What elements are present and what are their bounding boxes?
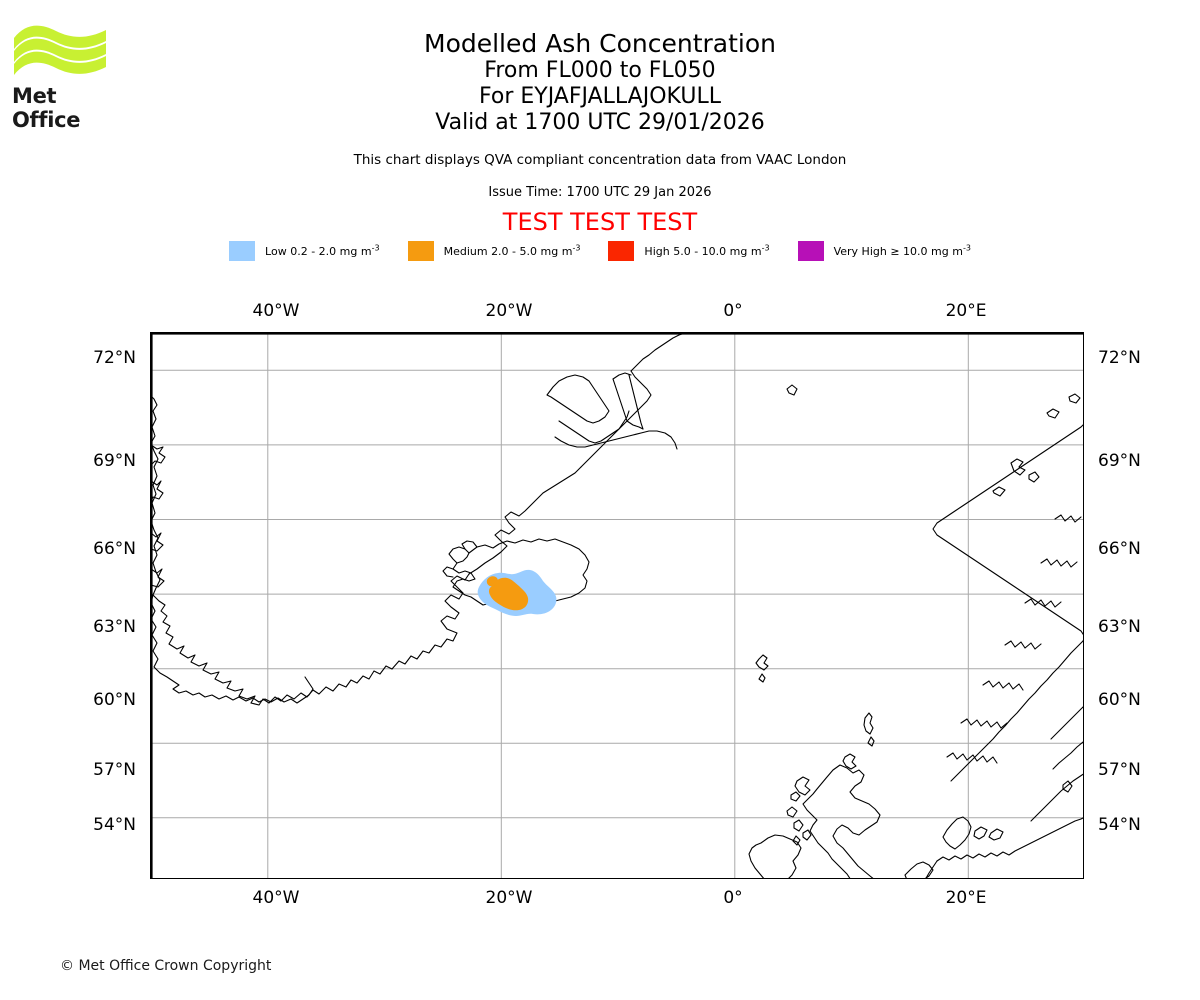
lat-label-right-6: 54°N	[1098, 815, 1141, 835]
lon-label-bottom-0: 40°W	[252, 888, 300, 908]
lat-label-right-4: 60°N	[1098, 690, 1141, 710]
lat-label-right-5: 57°N	[1098, 760, 1141, 780]
lat-label-left-3: 63°N	[93, 617, 136, 637]
lon-label-top-0: 40°W	[252, 301, 300, 321]
map-plot-area	[150, 332, 1084, 879]
legend-item-very-high: Very High ≥ 10.0 mg m-3	[797, 241, 971, 261]
legend-label-very-high: Very High ≥ 10.0 mg m-3	[833, 242, 971, 258]
page-title: Modelled Ash Concentration	[424, 29, 776, 58]
qva-note: This chart displays QVA compliant concen…	[353, 152, 847, 168]
lon-label-bottom-2: 0°	[723, 888, 743, 908]
lat-label-left-4: 60°N	[93, 690, 136, 710]
lon-label-bottom-1: 20°W	[485, 888, 533, 908]
flight-level-subtitle: From FL000 to FL050	[484, 58, 716, 83]
legend-item-low: Low 0.2 - 2.0 mg m-3	[229, 241, 380, 261]
legend-swatch-low	[229, 241, 256, 261]
legend-label-high: High 5.0 - 10.0 mg m-3	[644, 242, 770, 258]
lat-label-right-1: 69°N	[1098, 451, 1141, 471]
lat-label-right-2: 66°N	[1098, 539, 1141, 559]
valid-time-subtitle: Valid at 1700 UTC 29/01/2026	[435, 110, 765, 135]
ash-area-medium-fleck	[486, 576, 498, 587]
map-coastlines	[151, 333, 1083, 878]
lat-label-right-0: 72°N	[1098, 348, 1141, 368]
map-gridlines	[151, 333, 1083, 878]
volcano-subtitle: For EYJAFJALLAJOKULL	[479, 84, 721, 109]
legend-label-low: Low 0.2 - 2.0 mg m-3	[265, 242, 380, 258]
lon-label-top-3: 20°E	[945, 301, 987, 321]
met-office-logo-text: Met Office	[12, 84, 81, 132]
legend-item-high: High 5.0 - 10.0 mg m-3	[608, 241, 770, 261]
lat-label-left-1: 69°N	[93, 451, 136, 471]
legend-item-medium: Medium 2.0 - 5.0 mg m-3	[407, 241, 581, 261]
met-office-logo: Met Office	[12, 24, 120, 132]
legend-swatch-medium	[407, 241, 434, 261]
test-banner: TEST TEST TEST	[502, 208, 698, 236]
lat-label-left-0: 72°N	[93, 348, 136, 368]
map-border	[151, 333, 1083, 878]
legend-label-medium: Medium 2.0 - 5.0 mg m-3	[443, 242, 581, 258]
legend-swatch-very-high	[797, 241, 824, 261]
ash-plume-overlay	[477, 569, 557, 616]
issue-time: Issue Time: 1700 UTC 29 Jan 2026	[488, 185, 712, 200]
concentration-legend: Low 0.2 - 2.0 mg m-3 Medium 2.0 - 5.0 mg…	[0, 241, 1200, 261]
map-canvas	[151, 333, 1083, 878]
title-block: Modelled Ash Concentration From FL000 to…	[0, 0, 1200, 236]
lon-label-top-1: 20°W	[485, 301, 533, 321]
lat-label-left-2: 66°N	[93, 539, 136, 559]
met-office-waves-icon	[14, 25, 106, 75]
ash-area-medium	[488, 577, 529, 611]
lat-label-right-3: 63°N	[1098, 617, 1141, 637]
legend-swatch-high	[608, 241, 635, 261]
lat-label-left-5: 57°N	[93, 760, 136, 780]
copyright-notice: © Met Office Crown Copyright	[60, 958, 272, 974]
lat-label-left-6: 54°N	[93, 815, 136, 835]
ash-concentration-map: 40°W 20°W 0° 20°E 40°W 20°W 0° 20°E 72°N…	[93, 301, 1141, 908]
lon-label-top-2: 0°	[723, 301, 743, 321]
lon-label-bottom-3: 20°E	[945, 888, 987, 908]
